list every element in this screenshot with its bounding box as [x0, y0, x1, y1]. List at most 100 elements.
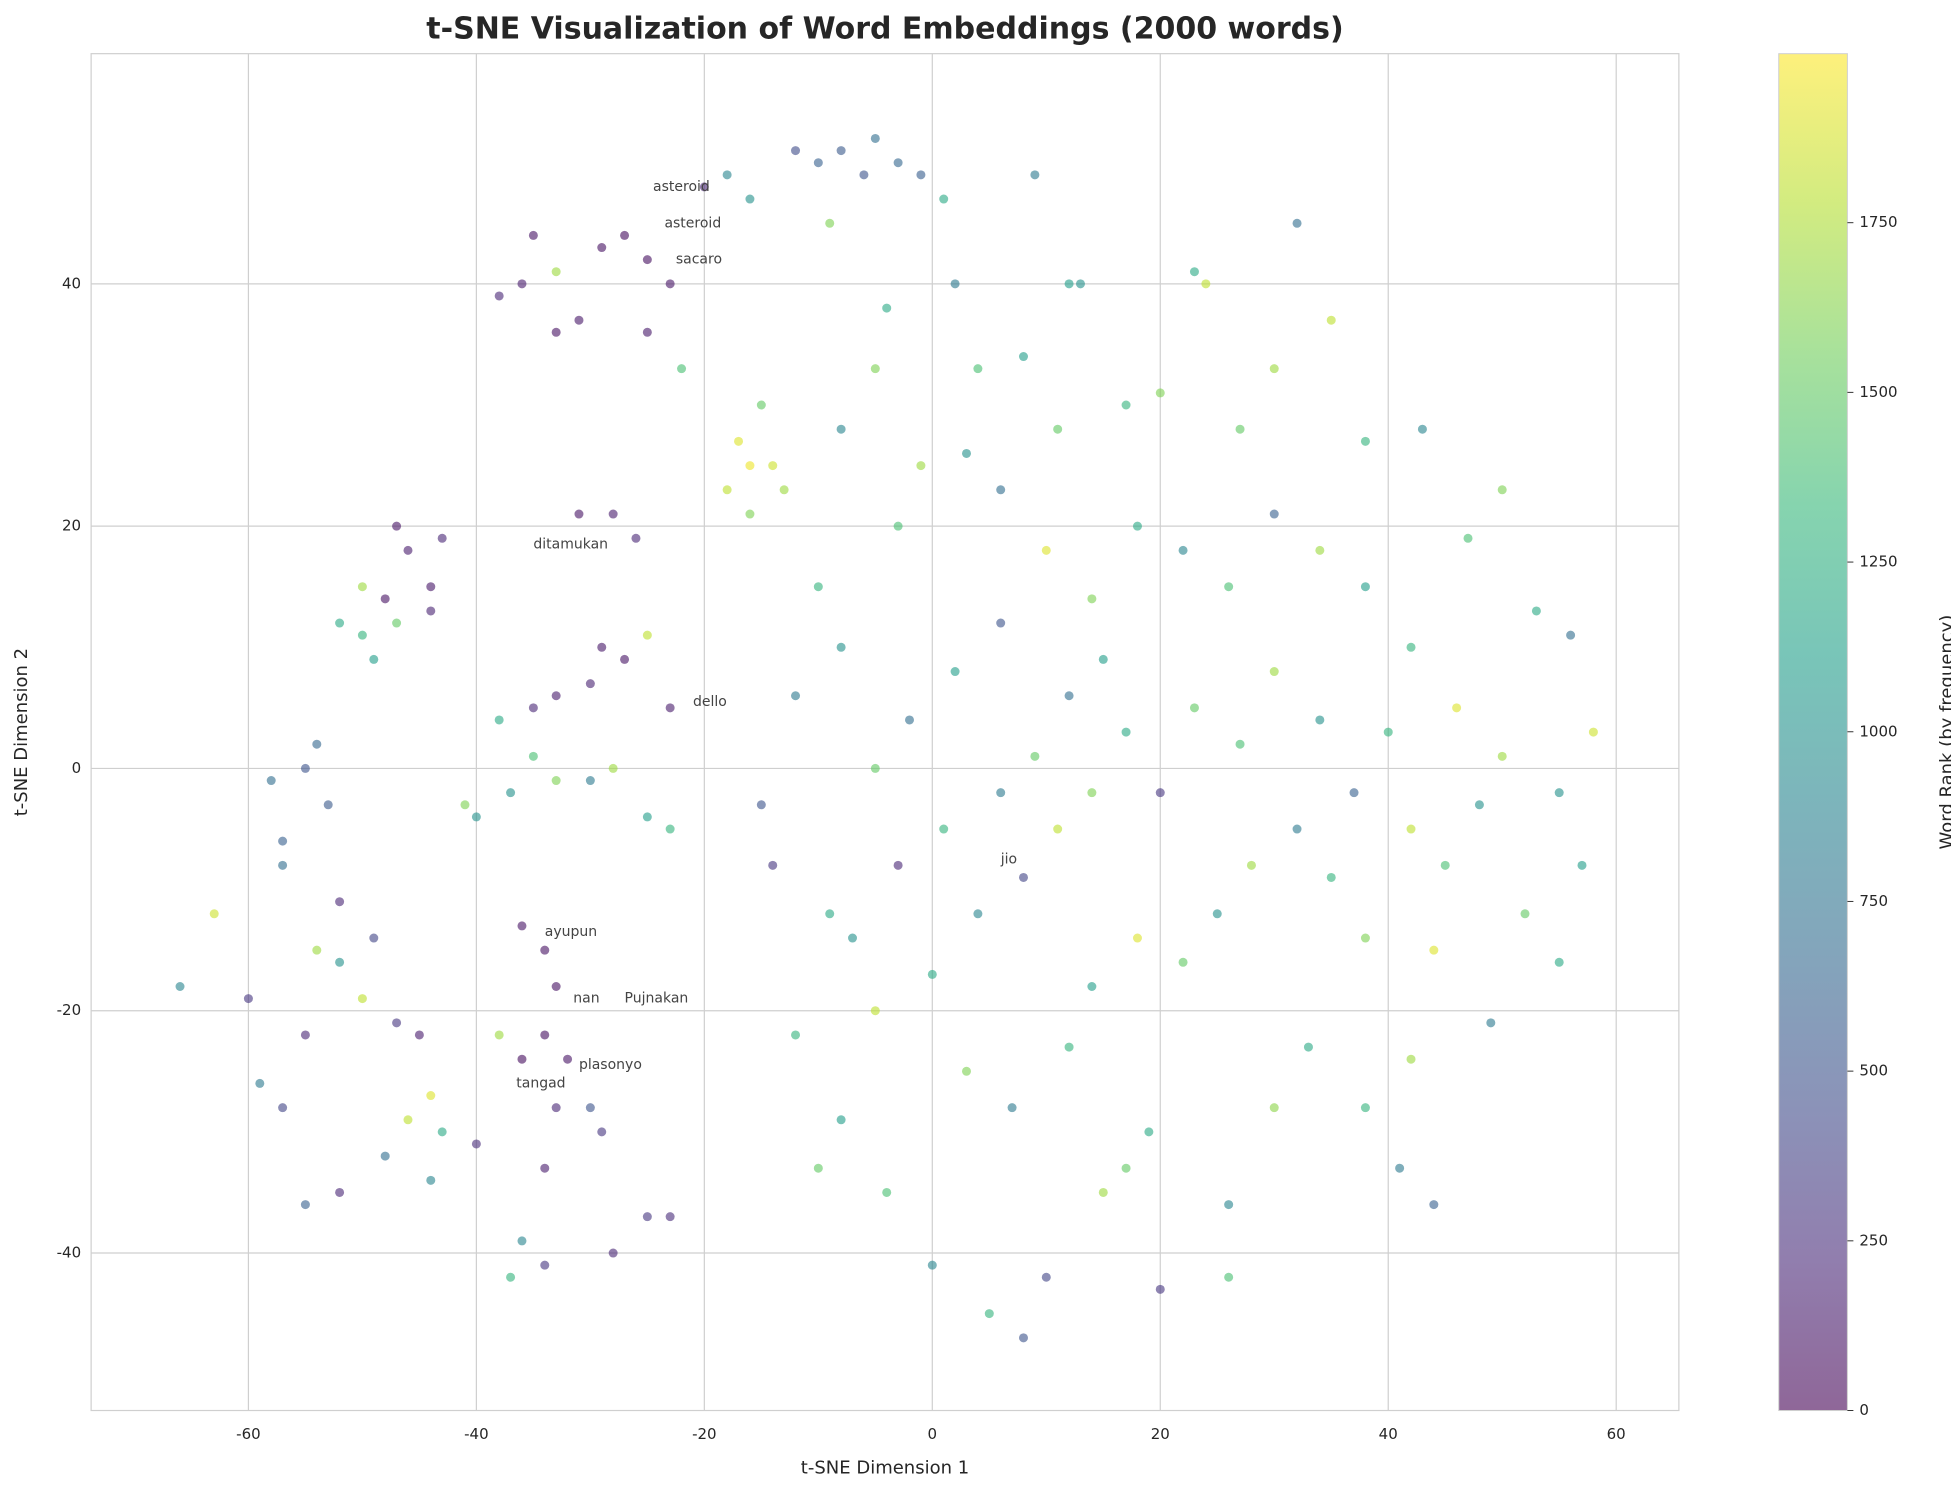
point [1474, 800, 1484, 810]
point [973, 909, 983, 919]
point [335, 957, 345, 967]
point [756, 800, 766, 810]
point [528, 230, 538, 240]
point [1360, 436, 1370, 446]
y-axis-label: t-SNE Dimension 2 [11, 648, 32, 816]
point [665, 703, 675, 713]
point [950, 667, 960, 677]
point [585, 679, 595, 689]
point [517, 921, 527, 931]
point [882, 303, 892, 313]
colorbar-tick-label: 0 [1859, 1401, 1869, 1419]
point [745, 509, 755, 519]
point [551, 1103, 561, 1113]
point [1326, 315, 1336, 325]
point [1201, 279, 1211, 289]
point [300, 763, 310, 773]
point [1315, 545, 1325, 555]
point [1144, 1127, 1154, 1137]
point [1189, 703, 1199, 713]
point [642, 812, 652, 822]
y-tick-label: 20 [62, 517, 81, 535]
point [905, 715, 915, 725]
point [209, 909, 219, 919]
point [1178, 545, 1188, 555]
point [1406, 1054, 1416, 1064]
point [1121, 727, 1131, 737]
point [870, 133, 880, 143]
point [1132, 933, 1142, 943]
point [1292, 824, 1302, 834]
point [1189, 267, 1199, 277]
point [1406, 824, 1416, 834]
word-annotation: plasonyo [579, 1057, 642, 1073]
point [574, 509, 584, 519]
point [893, 521, 903, 531]
point [745, 461, 755, 471]
point [642, 630, 652, 640]
x-axis-label: t-SNE Dimension 1 [801, 1458, 969, 1479]
point [1452, 703, 1462, 713]
x-tick-label: -60 [236, 1425, 261, 1443]
point [540, 1030, 550, 1040]
point [1577, 860, 1587, 870]
point [642, 255, 652, 265]
point [768, 860, 778, 870]
point [791, 691, 801, 701]
point [380, 1151, 390, 1161]
point [1486, 1018, 1496, 1028]
point [813, 158, 823, 168]
point [665, 1212, 675, 1222]
point [973, 364, 983, 374]
point [1383, 727, 1393, 737]
point [722, 485, 732, 495]
point [1018, 1333, 1028, 1343]
colorbar-tick-label: 1750 [1859, 213, 1897, 231]
point [893, 860, 903, 870]
colorbar [1778, 53, 1848, 1412]
word-annotation: asteroid [664, 215, 721, 231]
point [1303, 1042, 1313, 1052]
point [825, 909, 835, 919]
x-tick-label: 40 [1379, 1425, 1398, 1443]
point [551, 982, 561, 992]
point [779, 485, 789, 495]
point [939, 824, 949, 834]
point [563, 1054, 573, 1064]
point [996, 618, 1006, 628]
point [642, 327, 652, 337]
point [597, 1127, 607, 1137]
colorbar-tick-label: 1250 [1859, 553, 1897, 571]
point [1178, 957, 1188, 967]
point [506, 788, 516, 798]
point [1360, 933, 1370, 943]
point [426, 1091, 436, 1101]
chart-title: t-SNE Visualization of Word Embeddings (… [426, 12, 1343, 47]
point [870, 364, 880, 374]
word-annotation: tangad [516, 1075, 565, 1091]
x-tick-label: 0 [928, 1425, 938, 1443]
point [961, 448, 971, 458]
point [620, 230, 630, 240]
point [1395, 1163, 1405, 1173]
word-annotation: ayupun [545, 924, 597, 940]
point [1588, 727, 1598, 737]
point [414, 1030, 424, 1040]
point [608, 763, 618, 773]
point [369, 933, 379, 943]
point [312, 739, 322, 749]
point [380, 594, 390, 604]
point [369, 654, 379, 664]
point [1064, 279, 1074, 289]
point [1030, 751, 1040, 761]
point [734, 436, 744, 446]
point [1087, 788, 1097, 798]
colorbar-label: Word Rank (by frequency) [1936, 615, 1951, 850]
point [437, 533, 447, 543]
point [608, 1248, 618, 1258]
point [494, 1030, 504, 1040]
point [1155, 788, 1165, 798]
point [1554, 788, 1564, 798]
colorbar-tick-label: 750 [1859, 892, 1888, 910]
